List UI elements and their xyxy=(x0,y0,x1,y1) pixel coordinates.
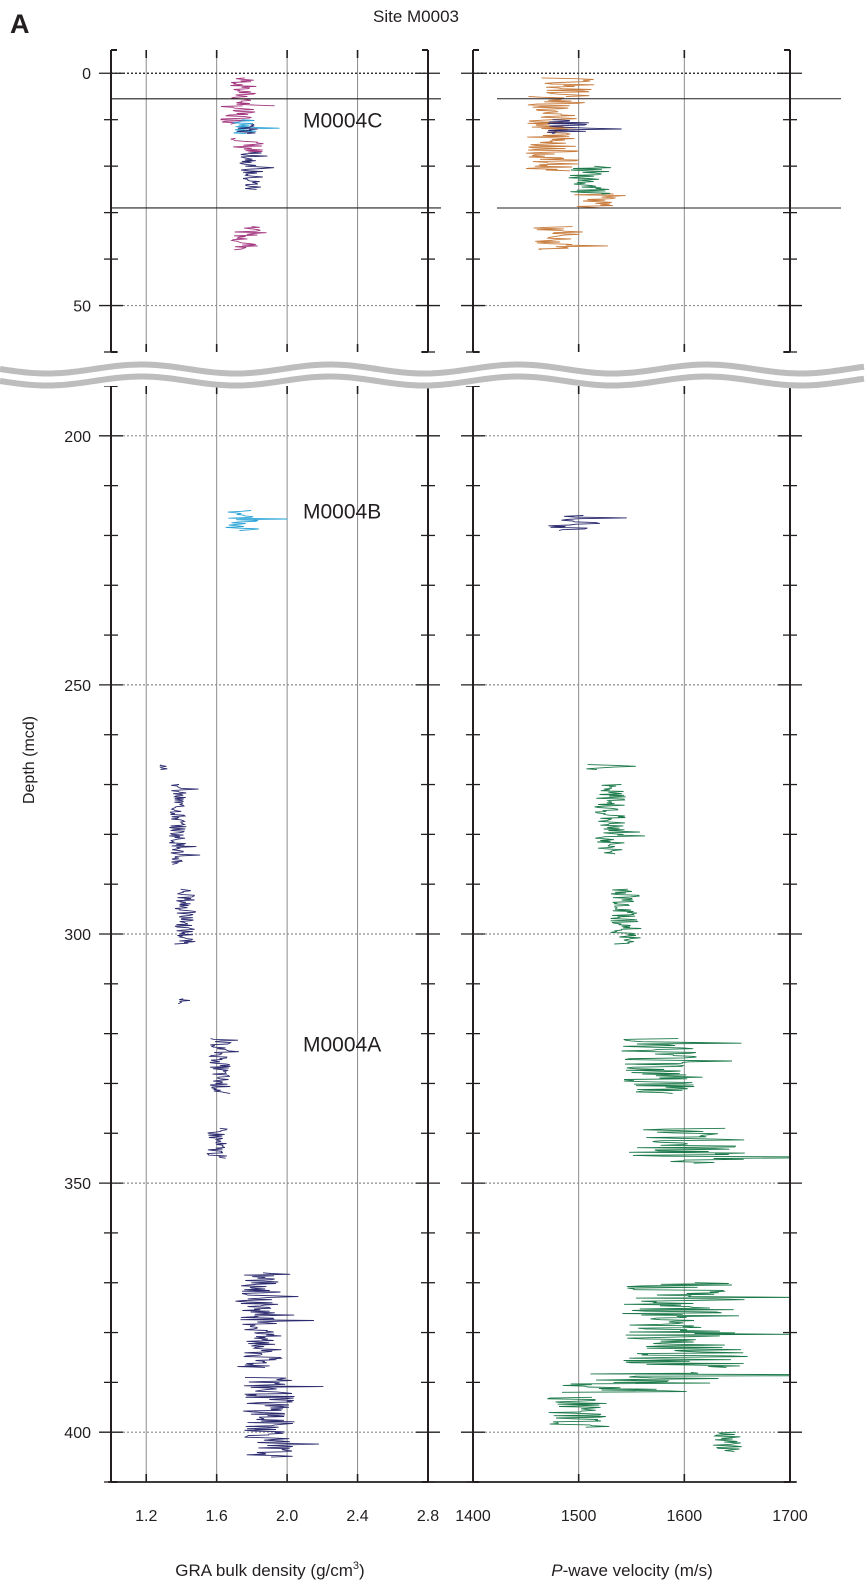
data-layer xyxy=(159,77,790,1458)
log-trace xyxy=(547,119,622,135)
series-M0004C-velocity xyxy=(547,119,622,135)
x-tick-label-velocity: 1500 xyxy=(561,1508,597,1525)
x-tick-label-velocity: 1600 xyxy=(667,1508,703,1525)
log-trace xyxy=(713,1431,742,1453)
log-trace xyxy=(548,515,627,531)
log-trace xyxy=(574,193,626,209)
log-trace xyxy=(243,1376,324,1458)
series-M0004B-velocity xyxy=(548,515,627,531)
log-trace xyxy=(177,998,191,1005)
log-trace xyxy=(533,226,608,251)
break-wave xyxy=(0,373,865,389)
series-M0004C-density xyxy=(232,119,280,135)
y-tick-label: 350 xyxy=(64,1176,91,1193)
log-trace xyxy=(159,764,168,771)
x-axis-label-velocity: P-wave velocity (m/s) xyxy=(551,1561,713,1580)
log-trace xyxy=(586,764,636,771)
log-trace xyxy=(169,784,201,865)
x-tick-label-velocity: 1700 xyxy=(772,1508,808,1525)
y-tick-label: 250 xyxy=(64,678,91,695)
hole-label: M0004B xyxy=(303,501,381,524)
panel-letter: A xyxy=(10,9,30,39)
tick-label-layer: 0 50 200 250 300 350 400 1.2 1.6 2.0 2.4 2.8 1400 150… xyxy=(64,66,808,1525)
log-trace xyxy=(621,1038,742,1094)
series-M0004B-density xyxy=(225,510,288,531)
x-tick-label-density: 2.0 xyxy=(276,1508,298,1525)
x-tick-label-density: 2.4 xyxy=(346,1508,368,1525)
log-trace xyxy=(622,1282,790,1368)
x-tick-label-velocity: 1400 xyxy=(455,1508,491,1525)
grid-layer xyxy=(111,50,790,1482)
chart-title: Site M0003 xyxy=(373,7,459,26)
y-tick-label: 300 xyxy=(64,927,91,944)
log-trace xyxy=(232,119,280,135)
break-wave xyxy=(0,361,865,377)
log-trace xyxy=(230,226,267,251)
log-trace xyxy=(230,137,264,153)
log-trace xyxy=(594,784,646,855)
log-trace xyxy=(561,1371,790,1393)
series-M0004A-velocity xyxy=(547,764,790,1453)
log-trace xyxy=(610,888,642,945)
hole-label: M0004A xyxy=(303,1034,381,1057)
y-tick-label: 200 xyxy=(64,429,91,446)
log-trace xyxy=(230,77,275,107)
y-tick-label: 0 xyxy=(82,66,91,83)
x-axis-label-velocity-rest: -wave velocity (m/s) xyxy=(563,1561,713,1580)
log-trace xyxy=(547,1396,610,1428)
log-trace xyxy=(526,96,585,172)
x-axis-label-density: GRA bulk density (g/cm3) xyxy=(175,1560,364,1580)
x-axis-label-density-sup: 3 xyxy=(353,1560,359,1572)
log-trace xyxy=(225,510,288,531)
x-axis-label-density-main: GRA bulk density (g/cm xyxy=(175,1561,353,1580)
log-trace xyxy=(239,151,275,190)
series-M0004C-density xyxy=(220,77,275,251)
log-trace xyxy=(208,1038,239,1094)
axis-break xyxy=(0,360,867,389)
series-M0004C-velocity xyxy=(568,165,612,195)
series-M0004A-density xyxy=(159,764,324,1458)
hole-label: M0004C xyxy=(303,110,382,133)
log-trace xyxy=(236,123,258,135)
log-trace xyxy=(541,77,595,97)
log-trace xyxy=(174,888,196,945)
axes-layer xyxy=(99,49,841,1483)
x-tick-label-density: 1.2 xyxy=(135,1508,157,1525)
y-tick-label: 400 xyxy=(64,1425,91,1442)
log-trace xyxy=(235,1272,314,1368)
y-axis-label: Depth (mcd) xyxy=(21,716,38,804)
x-tick-label-density: 2.8 xyxy=(417,1508,439,1525)
series-M0004C-density xyxy=(236,123,275,190)
log-trace xyxy=(568,165,612,195)
x-axis-label-velocity-italic: P xyxy=(551,1561,563,1580)
series-M0004C-velocity xyxy=(526,77,626,251)
y-tick-label: 50 xyxy=(73,299,91,316)
log-trace xyxy=(206,1127,228,1159)
log-trace xyxy=(628,1127,790,1164)
log-trace xyxy=(220,105,256,125)
x-tick-label-density: 1.6 xyxy=(206,1508,228,1525)
x-axis-label-density-close: ) xyxy=(359,1561,365,1580)
